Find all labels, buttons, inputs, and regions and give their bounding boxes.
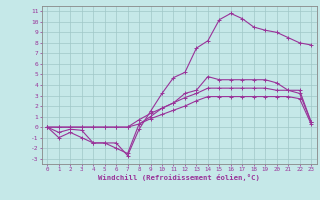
X-axis label: Windchill (Refroidissement éolien,°C): Windchill (Refroidissement éolien,°C)	[98, 174, 260, 181]
